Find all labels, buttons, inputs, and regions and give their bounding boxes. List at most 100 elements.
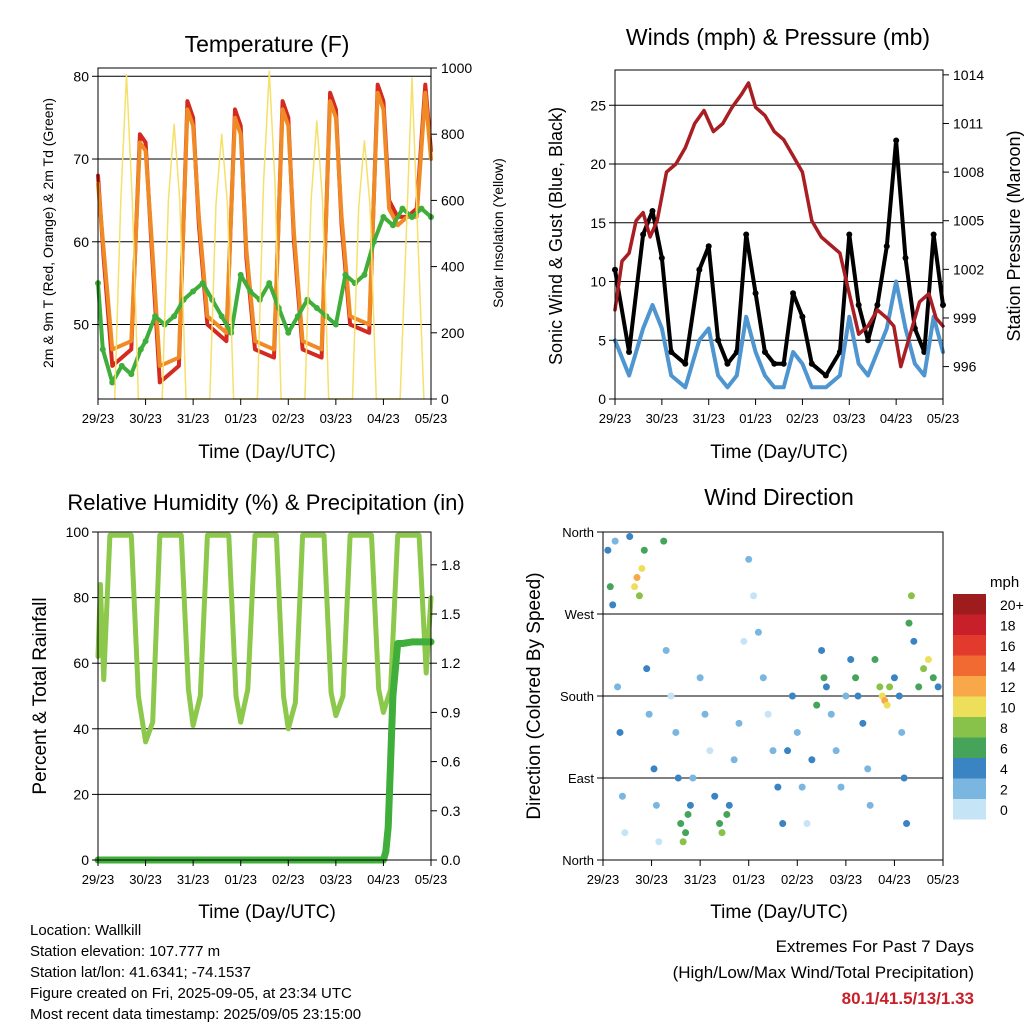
series-point <box>668 349 675 355</box>
series-point <box>846 231 853 238</box>
y-tick-label: 25 <box>590 97 606 113</box>
x-tick-label: 01/23 <box>224 872 257 887</box>
y-right-tick-label: 0 <box>441 391 449 407</box>
series-point <box>109 379 116 386</box>
colorbar-swatch <box>953 614 986 635</box>
direction-point <box>822 683 830 691</box>
series-point <box>389 222 396 229</box>
colorbar-swatch <box>953 758 986 779</box>
direction-point <box>667 692 675 700</box>
direction-point <box>631 583 639 591</box>
winds-y-label: Sonic Wind & Gust (Blue, Black) <box>546 107 566 365</box>
x-tick-label: 05/23 <box>927 411 960 426</box>
colorbar-swatch <box>953 799 986 820</box>
colorbar-swatch <box>953 778 986 799</box>
series-point <box>808 360 815 367</box>
series-point <box>380 213 387 220</box>
direction-point <box>842 692 850 700</box>
series-point <box>855 302 862 308</box>
direction-point <box>643 665 651 673</box>
station-elevation: Station elevation: 107.777 m <box>30 943 221 960</box>
extremes-title: Extremes For Past 7 Days <box>775 937 974 956</box>
y-right-tick-label: 0.0 <box>441 852 461 868</box>
series-point <box>658 255 665 261</box>
colorbar-unit-label: mph <box>990 574 1019 591</box>
colorbar-swatch <box>953 655 986 676</box>
wind-direction-x-label: Time (Day/UTC) <box>710 902 848 923</box>
direction-point <box>871 656 879 664</box>
winds-panel: Winds (mph) & Pressure (mb) 0 5 10 15 20 25 99… <box>546 24 1024 463</box>
x-tick-label: 04/23 <box>880 411 913 426</box>
y-right-tick-label: 400 <box>441 259 465 275</box>
x-tick-label: 30/23 <box>129 411 162 426</box>
series-line <box>96 90 433 368</box>
series-point <box>199 280 206 287</box>
y-tick-label: 20 <box>73 786 89 802</box>
x-tick-label: 03/23 <box>833 411 866 426</box>
direction-point <box>740 637 748 645</box>
direction-point <box>907 592 915 600</box>
x-tick-label: 03/23 <box>830 872 863 887</box>
y-right-tick-label: 1.8 <box>441 557 461 573</box>
direction-point <box>614 683 622 691</box>
direction-point <box>730 756 738 764</box>
series-point <box>649 208 656 214</box>
direction-point <box>883 701 891 709</box>
colorbar-label: 16 <box>1000 638 1016 654</box>
series-point <box>294 313 301 320</box>
y-right-tick-label: 1011 <box>953 115 983 131</box>
humidity-x-label: Time (Day/UTC) <box>198 902 336 923</box>
colorbar-label: 18 <box>1000 618 1016 634</box>
colorbar-swatch <box>953 717 986 738</box>
direction-point <box>859 719 867 727</box>
series-point <box>332 321 339 328</box>
series-point <box>190 288 197 295</box>
y-right-tick-label: 1000 <box>441 60 472 76</box>
direction-point <box>769 747 777 755</box>
speed-colorbar: mph 20+ 18 16 14 12 10 8 6 4 2 0 <box>953 574 1024 820</box>
x-tick-label: 02/23 <box>786 411 819 426</box>
direction-point <box>818 646 826 654</box>
series-point <box>893 137 900 144</box>
series-point <box>247 288 254 295</box>
winds-x-label: Time (Day/UTC) <box>710 442 848 463</box>
x-tick-label: 05/23 <box>927 872 960 887</box>
y-tick-label: 20 <box>590 156 606 172</box>
series-point <box>408 213 415 220</box>
series-point <box>715 337 722 344</box>
y-tick-label: 10 <box>590 274 606 290</box>
series-point <box>696 266 703 273</box>
series-point <box>118 362 125 369</box>
direction-point <box>803 820 811 828</box>
direction-point <box>652 801 660 809</box>
direction-point <box>606 583 614 591</box>
wind-direction-panel: Wind Direction North East South West North 29… <box>524 484 1024 923</box>
series-point <box>752 290 759 297</box>
colorbar-label: 4 <box>1000 761 1008 777</box>
series-point <box>237 271 244 278</box>
direction-point <box>764 710 772 718</box>
direction-point <box>750 592 758 600</box>
x-tick-label: 05/23 <box>415 411 448 426</box>
y-tick-label: 5 <box>598 332 606 348</box>
series-point <box>930 231 937 238</box>
x-tick-label: 02/23 <box>272 411 305 426</box>
y-right-tick-label: 1014 <box>953 67 984 83</box>
y-right-tick-label: 200 <box>441 325 465 341</box>
series-point <box>822 372 829 379</box>
y-right-tick-label: 1005 <box>953 213 984 229</box>
temperature-panel: Temperature (F) 506070800200400600800100… <box>40 31 506 463</box>
series-line <box>95 532 434 745</box>
series-point <box>171 313 178 320</box>
series-point <box>418 205 425 212</box>
series-point <box>705 243 712 250</box>
extremes-box: Extremes For Past 7 Days (High/Low/Max W… <box>673 934 974 1012</box>
series-point <box>626 349 633 355</box>
x-tick-label: 29/23 <box>587 872 620 887</box>
direction-point <box>640 546 648 554</box>
direction-point <box>618 792 626 800</box>
station-latlon: Station lat/lon: 41.6341; -74.1537 <box>30 964 252 981</box>
series-point <box>285 329 292 336</box>
series-point <box>370 238 377 245</box>
direction-point <box>745 555 753 563</box>
